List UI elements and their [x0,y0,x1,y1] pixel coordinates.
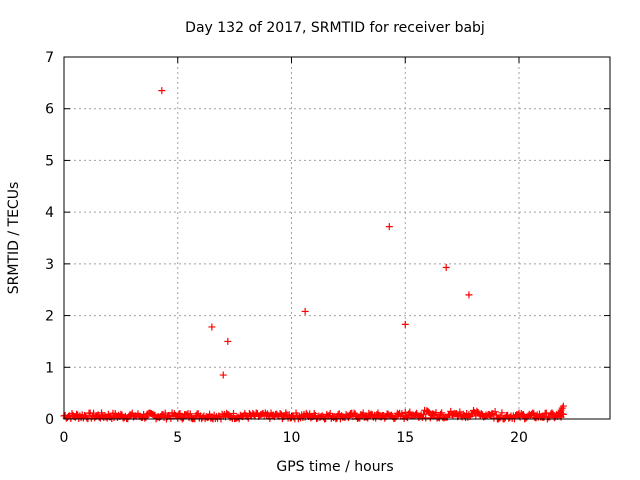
data-point [158,87,166,95]
data-point-baseline [424,407,432,415]
data-point-baseline [426,414,434,422]
y-tick-label: 3 [45,257,54,273]
data-point-baseline [276,410,284,418]
x-tick-label: 0 [60,430,69,446]
data-point [208,323,216,331]
axis-ticks: 0 1 2 3 4 5 6 7 0 5 10 15 20 [45,50,610,446]
data-point-baseline [176,409,184,417]
data-point-baseline [334,410,342,418]
data-point [442,263,450,271]
y-axis-label: SRMTID / TECUs [6,182,22,295]
y-tick-label: 4 [45,205,54,221]
y-tick-label: 1 [45,360,54,376]
data-point-baseline [559,402,567,410]
data-point-baseline [391,414,399,422]
data-point-baseline [438,409,446,417]
x-tick-label: 10 [283,430,301,446]
data-point-baseline [491,408,499,416]
y-tick-label: 7 [45,50,54,66]
data-point-baseline [141,414,149,422]
data-point [401,320,409,328]
chart-title: Day 132 of 2017, SRMTID for receiver bab… [185,20,485,36]
x-tick-label: 5 [173,430,182,446]
data-point-baseline [117,410,125,418]
y-tick-label: 0 [45,412,54,428]
data-point [219,371,227,379]
data-point [465,291,473,299]
data-point [301,307,309,315]
y-tick-label: 2 [45,309,54,325]
y-tick-label: 5 [45,153,54,169]
data-point-baseline [186,410,194,418]
data-point-baseline [206,410,214,418]
data-point-baseline [229,410,237,418]
data-point-baseline [419,410,427,418]
data-point-baseline [142,413,150,421]
x-tick-label: 20 [510,430,528,446]
data-point-baseline [406,408,414,416]
data-point-baseline [548,409,556,417]
y-tick-label: 6 [45,102,54,118]
x-tick-label: 15 [396,430,414,446]
data-point-baseline [498,409,506,417]
data-point [224,337,232,345]
data-point [385,223,393,231]
data-point-baseline [372,414,380,422]
data-point-baseline [333,414,341,422]
grid [64,57,610,419]
data-series [60,87,567,423]
plot-frame [63,56,611,420]
x-axis-label: GPS time / hours [276,459,393,475]
data-point-baseline [381,414,389,422]
